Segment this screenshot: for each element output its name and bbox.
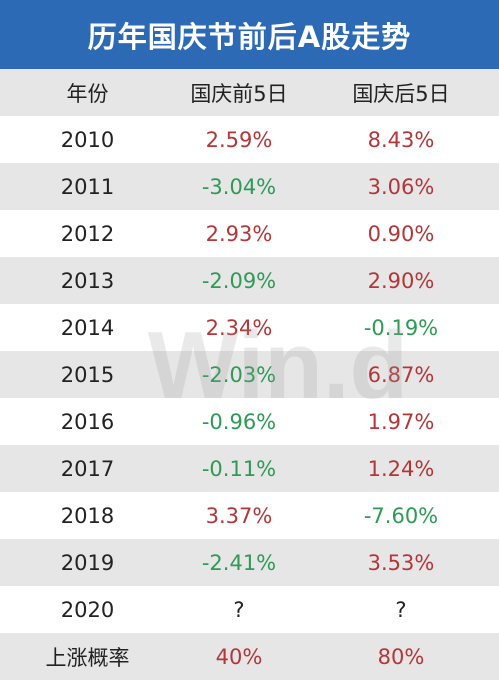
table-row: 2012 2.93% 0.90% <box>0 210 499 257</box>
year-cell: 2019 <box>60 550 115 575</box>
column-header-after: 国庆后5日 <box>352 81 450 106</box>
table-row: 2016 -0.96% 1.97% <box>0 398 499 445</box>
before-value-cell: -3.04% <box>201 174 277 199</box>
column-header-year: 年份 <box>66 81 109 106</box>
table-row: 2014 2.34% -0.19% <box>0 304 499 351</box>
summary-label: 上涨概率 <box>45 645 130 670</box>
year-cell: 2015 <box>60 362 115 387</box>
summary-after-value: 80% <box>377 644 425 669</box>
before-value-cell: 2.59% <box>205 127 273 152</box>
after-value-cell: 0.90% <box>367 221 435 246</box>
before-value-cell: -2.41% <box>201 550 277 575</box>
before-value-cell: ? <box>233 597 245 622</box>
table-row: 2010 2.59% 8.43% <box>0 116 499 163</box>
before-value-cell: 2.93% <box>205 221 273 246</box>
table-row: 2011 -3.04% 3.06% <box>0 163 499 210</box>
after-value-cell: 1.97% <box>367 409 435 434</box>
before-value-cell: -2.09% <box>201 268 277 293</box>
after-value-cell: 1.24% <box>367 456 435 481</box>
year-cell: 2017 <box>60 456 115 481</box>
title-bar: 历年国庆节前后A股走势 <box>0 0 499 69</box>
before-value-cell: 2.34% <box>205 315 273 340</box>
chart-title: 历年国庆节前后A股走势 <box>87 19 412 54</box>
year-cell: 2014 <box>60 315 115 340</box>
after-value-cell: 3.53% <box>367 550 435 575</box>
table-row: 2013 -2.09% 2.90% <box>0 257 499 304</box>
before-value-cell: 3.37% <box>205 503 273 528</box>
table-row: 2017 -0.11% 1.24% <box>0 445 499 492</box>
year-cell: 2010 <box>60 127 115 152</box>
after-value-cell: 8.43% <box>367 127 435 152</box>
year-cell: 2020 <box>60 597 115 622</box>
year-cell: 2016 <box>60 409 115 434</box>
after-value-cell: 2.90% <box>367 268 435 293</box>
summary-row: 上涨概率 40% 80% <box>0 633 499 680</box>
before-value-cell: -0.11% <box>201 456 277 481</box>
before-value-cell: -0.96% <box>201 409 277 434</box>
after-value-cell: -7.60% <box>363 503 439 528</box>
before-value-cell: -2.03% <box>201 362 277 387</box>
year-cell: 2018 <box>60 503 115 528</box>
summary-before-value: 40% <box>215 644 263 669</box>
year-cell: 2013 <box>60 268 115 293</box>
after-value-cell: 6.87% <box>367 362 435 387</box>
year-cell: 2012 <box>60 221 115 246</box>
table-row: 2020?? <box>0 586 499 633</box>
after-value-cell: -0.19% <box>363 315 439 340</box>
table-row: 2019 -2.41% 3.53% <box>0 539 499 586</box>
after-value-cell: ? <box>395 597 407 622</box>
table-row: 2018 3.37% -7.60% <box>0 492 499 539</box>
table-row: 2015 -2.03% 6.87% <box>0 351 499 398</box>
header-row: 年份 国庆前5日 国庆后5日 <box>0 69 499 116</box>
column-header-before: 国庆前5日 <box>190 81 288 106</box>
after-value-cell: 3.06% <box>367 174 435 199</box>
year-cell: 2011 <box>60 174 115 199</box>
